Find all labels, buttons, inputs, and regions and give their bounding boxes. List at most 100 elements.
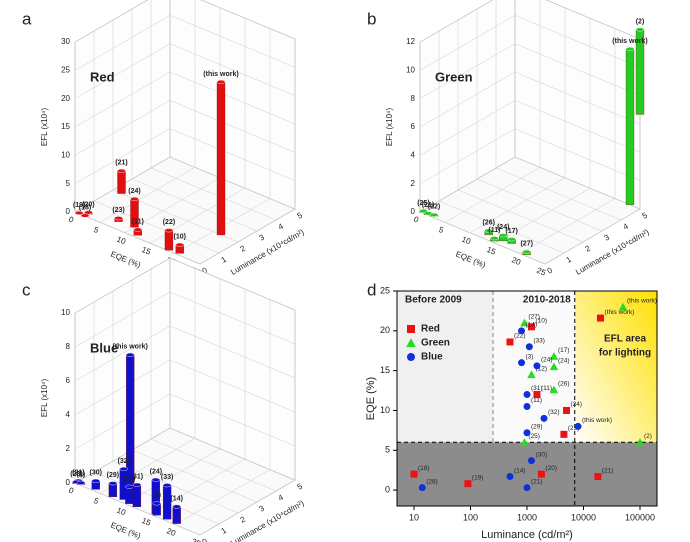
grid-line xyxy=(74,100,171,156)
marker xyxy=(518,359,526,367)
y-tick-label: 15 xyxy=(380,365,390,375)
y-tick-label: 10 xyxy=(380,405,390,415)
grid-line xyxy=(150,438,277,492)
z-tick-label: 25 xyxy=(61,65,70,74)
grid-line xyxy=(444,167,541,223)
z-tick-label: 6 xyxy=(66,376,71,385)
marker xyxy=(418,484,426,492)
point-label: (21) xyxy=(531,478,543,485)
grid-line xyxy=(74,359,171,416)
grid-line xyxy=(514,156,641,210)
grid-line xyxy=(169,325,296,379)
y-tick-label: 2 xyxy=(584,243,593,253)
bar-label: (32) xyxy=(118,458,130,465)
panel: 02468100510152025012345EFL (x10⁴)EQE (%)… xyxy=(40,257,306,542)
z-tick-label: 30 xyxy=(61,37,70,46)
grid-line xyxy=(514,43,641,96)
bar-label: (2) xyxy=(77,472,86,479)
grid-line xyxy=(169,100,296,153)
grid-line xyxy=(199,208,296,265)
z-tick-label: 6 xyxy=(411,122,416,131)
panel-label: b xyxy=(367,9,376,28)
bar-top xyxy=(635,27,645,32)
marker xyxy=(533,391,541,399)
z-tick-label: 5 xyxy=(66,179,71,188)
x-tick-label: 5 xyxy=(92,496,100,506)
grid-line xyxy=(169,427,296,481)
y-axis-label: EQE (%) xyxy=(365,377,377,420)
point-label: (32) xyxy=(548,409,560,416)
grid-line xyxy=(419,128,516,184)
bar xyxy=(216,81,226,236)
region xyxy=(574,291,657,443)
z-tick-label: 12 xyxy=(406,37,415,46)
y-tick-label: 5 xyxy=(296,210,305,220)
marker xyxy=(523,391,531,399)
grid-line xyxy=(74,43,171,99)
grid-line xyxy=(74,71,171,128)
grid-line xyxy=(74,15,171,71)
marker xyxy=(549,362,559,371)
legend-label: Red xyxy=(421,324,440,335)
bar-top xyxy=(490,236,499,241)
x-tick-label: 20 xyxy=(510,255,522,267)
marker xyxy=(520,318,529,327)
grid-line xyxy=(74,427,171,484)
bar-label: (23) xyxy=(112,207,124,214)
marker xyxy=(562,406,570,414)
bar-top xyxy=(507,237,516,242)
point-label: (27) xyxy=(528,314,540,321)
grid-line xyxy=(495,167,622,221)
x-axis-label: Luminance (cd/m²) xyxy=(481,529,573,541)
bar xyxy=(125,486,134,504)
point-label: (30) xyxy=(535,451,547,458)
grid-line xyxy=(199,479,296,536)
point-label: (24) xyxy=(570,401,582,408)
x-axis-label: EQE (%) xyxy=(454,250,487,270)
x-tick-label: 10 xyxy=(115,235,127,247)
marker xyxy=(533,362,541,370)
grid-line xyxy=(74,0,149,43)
y-tick-label: 4 xyxy=(622,221,631,231)
point-label: (11) xyxy=(541,385,552,392)
bar-label: (27) xyxy=(520,241,532,248)
bar-label: (this work) xyxy=(113,344,148,351)
bar-label: (11) xyxy=(488,227,500,234)
x-tick-label: 5 xyxy=(437,225,445,235)
bar-top xyxy=(216,79,226,84)
grid-line xyxy=(131,449,258,503)
point-label: (26) xyxy=(558,380,570,387)
bar-top xyxy=(162,483,172,488)
bar xyxy=(625,48,635,205)
bar-top xyxy=(151,477,161,482)
bar-top xyxy=(80,213,90,218)
grid-line xyxy=(514,128,641,181)
bar-top xyxy=(114,216,123,221)
marker xyxy=(527,370,536,379)
marker xyxy=(523,402,531,410)
z-tick-label: 8 xyxy=(411,94,416,103)
grid-line xyxy=(419,15,516,71)
legend-label: Green xyxy=(421,338,450,349)
panel-label: d xyxy=(367,280,376,299)
grid-line xyxy=(519,198,616,254)
grid-line xyxy=(544,208,641,265)
y-tick-label: 0 xyxy=(546,265,555,275)
x-tick-label: 15 xyxy=(140,516,152,528)
marker xyxy=(506,473,514,481)
bar-label: (2) xyxy=(636,18,645,25)
marker xyxy=(537,470,545,478)
z-tick-label: 8 xyxy=(66,342,71,351)
point-label: (29) xyxy=(531,423,543,430)
y-tick-label: 3 xyxy=(603,232,612,242)
panel-label: a xyxy=(22,9,32,28)
point-label: (20) xyxy=(545,465,557,472)
bar-top xyxy=(484,228,493,233)
z-tick-label: 10 xyxy=(61,308,70,317)
y-tick-label: 5 xyxy=(385,445,390,455)
y-tick-label: 4 xyxy=(277,492,286,502)
grid-line xyxy=(74,128,171,184)
bar-top xyxy=(133,227,143,232)
marker xyxy=(618,302,628,311)
grid-line xyxy=(169,156,296,210)
